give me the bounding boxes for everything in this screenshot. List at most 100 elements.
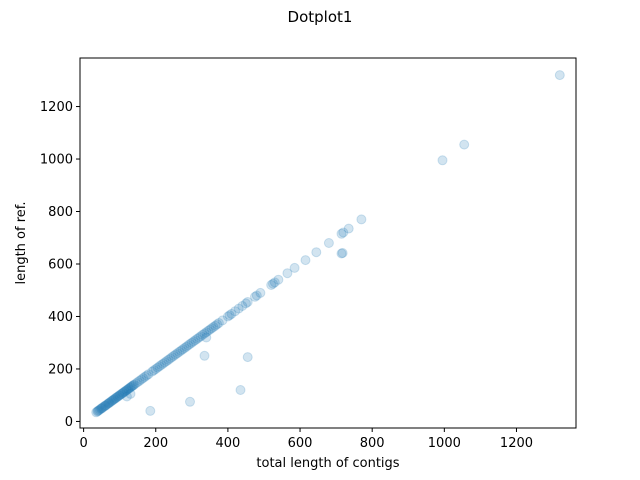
- scatter-point: [213, 318, 224, 328]
- scatter-point: [201, 327, 212, 338]
- scatter-point: [210, 320, 221, 331]
- data-points: [91, 70, 565, 418]
- scatter-point: [273, 274, 284, 285]
- scatter-point: [112, 391, 123, 402]
- scatter-point: [93, 405, 103, 416]
- scatter-point: [96, 403, 107, 414]
- scatter-point: [194, 332, 204, 343]
- scatter-point: [127, 381, 138, 391]
- scatter-point: [129, 379, 140, 390]
- scatter-point: [97, 402, 108, 413]
- scatter-point: [336, 228, 347, 239]
- scatter-point: [105, 396, 116, 407]
- scatter-point: [176, 345, 186, 356]
- scatter-point: [217, 315, 228, 326]
- scatter-point: [185, 339, 195, 349]
- scatter-point: [195, 331, 206, 342]
- scatter-point: [117, 388, 128, 399]
- y-tick-label: 1200: [40, 100, 73, 115]
- scatter-point: [128, 380, 139, 391]
- scatter-point: [224, 310, 235, 321]
- scatter-point: [112, 392, 123, 402]
- scatter-point: [268, 278, 278, 289]
- scatter-point: [121, 385, 132, 395]
- scatter-point: [99, 401, 110, 412]
- scatter-point: [104, 397, 115, 408]
- y-tick-label: 800: [48, 205, 73, 220]
- scatter-point: [181, 341, 192, 352]
- scatter-point: [199, 328, 210, 339]
- x-axis-label: total length of contigs: [256, 456, 399, 471]
- scatter-point: [174, 346, 185, 357]
- x-axis-ticks: 0 200 400 600 800 1000 1200: [79, 428, 533, 451]
- scatter-point: [163, 354, 174, 365]
- x-tick-label: 400: [215, 436, 240, 451]
- scatter-point: [130, 378, 141, 389]
- scatter-point: [323, 238, 334, 248]
- scatter-point: [123, 383, 134, 394]
- y-axis-ticks: 0 200 400 600 800 1000 1200: [40, 100, 80, 430]
- scatter-point: [132, 377, 143, 388]
- scatter-point: [177, 344, 188, 355]
- scatter-point: [183, 340, 194, 351]
- scatter-point: [185, 396, 195, 407]
- scatter-point: [125, 382, 136, 393]
- scatter-point: [206, 323, 217, 334]
- scatter-point: [167, 352, 177, 363]
- scatter-point: [121, 391, 132, 402]
- scatter-point: [103, 398, 114, 409]
- scatter-point: [235, 385, 246, 395]
- scatter-point: [126, 381, 137, 392]
- x-tick-label: 1000: [428, 436, 461, 451]
- scatter-point: [154, 361, 165, 372]
- scatter-point: [188, 336, 199, 347]
- scatter-point: [114, 390, 124, 401]
- scatter-point: [115, 389, 126, 400]
- y-axis-label: length of ref.: [14, 201, 29, 284]
- scatter-point: [114, 390, 125, 401]
- scatter-point: [150, 364, 161, 374]
- scatter-point: [120, 386, 131, 397]
- scatter-point: [159, 357, 170, 368]
- x-tick-label: 0: [79, 436, 87, 451]
- scatter-point: [109, 394, 120, 405]
- scatter-point: [119, 386, 130, 397]
- scatter-point: [125, 388, 136, 399]
- scatter-point: [199, 350, 210, 361]
- scatter-point: [138, 373, 149, 384]
- scatter-point: [141, 370, 152, 381]
- scatter-point: [148, 365, 159, 376]
- scatter-point: [102, 399, 113, 410]
- y-tick-label: 600: [48, 257, 73, 272]
- scatter-point: [192, 333, 203, 344]
- scatter-point: [123, 384, 133, 395]
- y-tick-label: 0: [65, 415, 73, 430]
- scatter-point: [158, 358, 168, 369]
- scatter-point: [103, 398, 114, 409]
- scatter-point: [145, 405, 156, 416]
- scatter-point: [212, 319, 223, 330]
- scatter-point: [251, 290, 262, 301]
- scatter-point: [242, 297, 253, 307]
- scatter-point: [356, 214, 367, 225]
- x-tick-label: 200: [143, 436, 168, 451]
- scatter-point: [269, 277, 280, 288]
- x-tick-label: 1200: [500, 436, 533, 451]
- scatter-point: [242, 352, 253, 363]
- scatter-point: [311, 247, 322, 258]
- scatter-point: [255, 287, 266, 298]
- y-tick-label: 200: [48, 362, 73, 377]
- x-tick-label: 800: [360, 436, 385, 451]
- chart-title: Dotplot1: [288, 8, 353, 26]
- scatter-point: [459, 139, 470, 150]
- y-tick-label: 400: [48, 310, 73, 325]
- scatter-point: [230, 306, 241, 317]
- scatter-point: [110, 393, 121, 404]
- scatter-point: [437, 155, 448, 166]
- scatter-point: [143, 369, 154, 380]
- scatter-point: [233, 303, 244, 314]
- scatter-point: [124, 382, 135, 393]
- scatter-point: [208, 322, 219, 332]
- scatter-point: [336, 248, 347, 259]
- scatter-point: [186, 337, 197, 348]
